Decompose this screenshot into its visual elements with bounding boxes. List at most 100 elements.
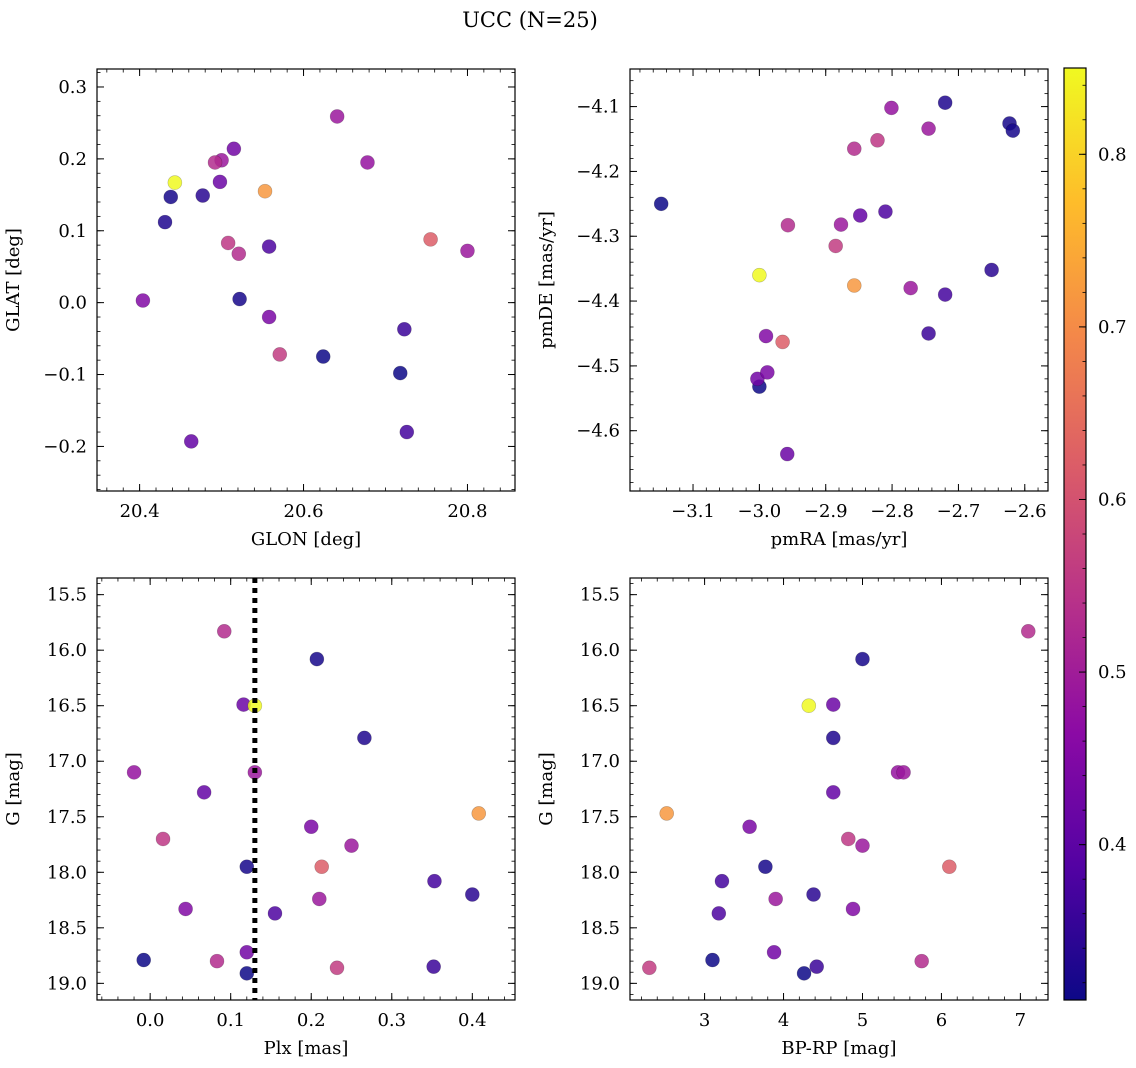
y-tick-label: 0.0	[58, 293, 87, 314]
data-point	[195, 188, 211, 203]
panel-pm: −3.1 −3.0 −2.9 −2.8 −2.7 −2.6 −4.6 −4.5 −4.4 −4.3…	[536, 68, 1049, 550]
x-tick-label: 6	[936, 1010, 947, 1031]
data-point	[846, 141, 862, 157]
y-axis-label: pmDE [mas/yr]	[536, 211, 557, 349]
data-point	[903, 280, 918, 296]
data-point	[231, 246, 247, 262]
data-point	[937, 95, 953, 111]
data-point	[711, 906, 727, 921]
x-tick-label: 20.4	[120, 501, 160, 522]
data-point	[796, 966, 812, 981]
colorbar: 0.4 0.5 0.6 0.7 0.8	[1063, 67, 1127, 1001]
data-point	[460, 243, 475, 259]
y-tick-label: 15.5	[47, 585, 87, 606]
data-point	[937, 287, 953, 302]
data-point	[239, 859, 255, 875]
data-point	[209, 953, 225, 969]
data-point	[257, 183, 273, 199]
y-axis-label: G [mag]	[3, 752, 24, 825]
data-point	[659, 806, 675, 821]
x-axis-label: Plx [mas]	[264, 1038, 349, 1059]
data-point	[261, 239, 277, 254]
data-point	[855, 838, 870, 853]
x-axis-label: GLON [deg]	[251, 529, 361, 550]
points-cmd	[642, 624, 1036, 981]
y-tick-label: 16.0	[47, 640, 87, 661]
data-point	[465, 887, 480, 902]
data-point	[136, 952, 152, 968]
data-point	[828, 238, 843, 254]
y-tick-label: 17.5	[580, 807, 620, 828]
data-point	[825, 697, 841, 712]
colorbar-tick-label: 0.8	[1098, 144, 1127, 165]
data-point	[261, 309, 277, 325]
y-tick-label: −0.2	[43, 436, 87, 457]
x-tick-label: 4	[778, 1010, 789, 1031]
data-point	[870, 133, 885, 148]
data-point	[239, 944, 255, 960]
x-tick-label: 20.8	[447, 501, 487, 522]
data-point	[357, 730, 372, 746]
x-tick-label: 7	[1015, 1010, 1026, 1031]
y-tick-label: −4.3	[576, 226, 620, 247]
y-tick-label: 16.5	[47, 696, 87, 717]
data-point	[984, 262, 999, 278]
x-tick-label: −2.7	[937, 501, 981, 522]
colorbar-tick-label: 0.5	[1098, 662, 1127, 683]
data-point	[216, 624, 232, 639]
data-point	[705, 952, 720, 968]
data-point	[825, 730, 841, 746]
data-point	[392, 365, 408, 381]
axes-frame	[629, 577, 1049, 1001]
x-tick-label: 20.6	[284, 501, 324, 522]
data-point	[942, 859, 957, 875]
data-point	[840, 831, 856, 847]
y-tick-label: 18.0	[47, 862, 87, 883]
x-tick-label: 0.3	[377, 1010, 406, 1031]
colorbar-gradient	[1064, 68, 1086, 1000]
data-point	[427, 873, 442, 889]
y-tick-label: 15.5	[580, 585, 620, 606]
y-tick-label: 16.0	[580, 640, 620, 661]
x-tick-label: −3.1	[671, 501, 715, 522]
data-point	[157, 214, 173, 230]
data-point	[267, 906, 283, 921]
data-point	[642, 960, 657, 976]
data-point	[914, 953, 929, 969]
data-point	[653, 196, 669, 212]
colorbar-tick-label: 0.7	[1098, 317, 1127, 338]
y-tick-label: 17.0	[580, 751, 620, 772]
data-point	[768, 891, 783, 907]
x-tick-label: 0.1	[216, 1010, 245, 1031]
points-pm	[653, 95, 1021, 462]
points-plx	[126, 624, 487, 981]
data-point	[163, 189, 179, 205]
data-point	[423, 232, 438, 247]
data-point	[471, 806, 487, 821]
y-tick-label: 18.0	[580, 862, 620, 883]
data-point	[1005, 123, 1021, 138]
data-point	[855, 651, 870, 667]
y-tick-label: −4.6	[576, 421, 620, 442]
axes-frame	[96, 577, 516, 1001]
data-point	[135, 293, 151, 308]
data-point	[780, 217, 796, 233]
axes-frame	[96, 68, 516, 492]
y-tick-label: −0.1	[43, 365, 87, 386]
data-point	[167, 175, 183, 190]
data-point	[220, 235, 236, 251]
panel-sky: 20.4 20.6 20.8 −0.2 −0.1 0.0 0.1 0.2 0.3 GLON [de…	[3, 68, 516, 550]
data-point	[397, 321, 412, 337]
x-axis-label: pmRA [mas/yr]	[771, 529, 908, 550]
data-point	[329, 960, 345, 976]
data-point	[360, 155, 375, 170]
data-point	[896, 765, 911, 780]
data-point	[311, 891, 327, 907]
figure-title: UCC (N=25)	[462, 8, 598, 32]
x-tick-label: −2.9	[804, 501, 848, 522]
y-axis-label: GLAT [deg]	[3, 228, 24, 332]
points-sky	[135, 109, 475, 449]
data-point	[752, 267, 767, 283]
data-point	[878, 204, 893, 219]
data-point	[714, 873, 730, 889]
